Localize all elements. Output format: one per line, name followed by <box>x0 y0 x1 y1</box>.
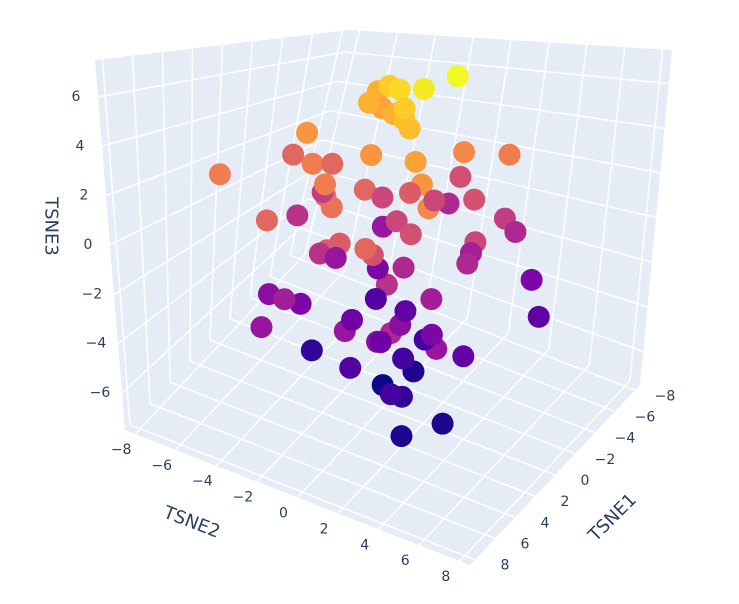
z-tick-label: 6 <box>72 89 81 105</box>
grid-line <box>101 80 338 148</box>
grid-line <box>105 109 331 197</box>
point <box>339 356 362 379</box>
point <box>456 252 479 275</box>
grid-line <box>249 296 596 434</box>
point <box>527 305 550 328</box>
point <box>452 345 475 368</box>
point <box>300 339 323 362</box>
point <box>360 143 383 166</box>
point <box>420 323 443 346</box>
point <box>371 186 394 209</box>
point <box>353 178 376 201</box>
point <box>321 152 344 175</box>
point <box>498 143 521 166</box>
point <box>423 189 446 212</box>
x-tick-label: 2 <box>561 494 570 510</box>
point <box>392 347 415 370</box>
point <box>390 425 413 448</box>
grid-line <box>121 227 302 394</box>
point <box>364 287 387 310</box>
point <box>388 78 411 101</box>
x-axis-title: TSNE1 <box>584 489 641 546</box>
point <box>446 65 469 88</box>
z-tick-label: −2 <box>82 286 103 302</box>
x-tick-label: −6 <box>635 409 656 425</box>
z-axis-title: TSNE3 <box>41 196 62 256</box>
point <box>296 121 319 144</box>
point <box>399 223 422 246</box>
point <box>273 288 296 311</box>
point <box>453 141 476 164</box>
point <box>379 383 402 406</box>
point <box>420 288 443 311</box>
point <box>282 143 305 166</box>
y-axis-title: TSNE2 <box>160 502 223 543</box>
point <box>404 150 427 173</box>
point <box>463 188 486 211</box>
point <box>286 204 309 227</box>
point <box>341 308 364 331</box>
x-tick-label: 6 <box>521 537 530 553</box>
y-tick-label: −2 <box>233 490 254 506</box>
point <box>431 412 454 435</box>
point <box>369 331 392 354</box>
grid-line <box>169 381 516 519</box>
grid-line <box>209 339 556 476</box>
x-tick-label: 0 <box>581 473 590 489</box>
y-tick-label: −6 <box>151 458 172 474</box>
point <box>412 77 435 100</box>
y-tick-label: −4 <box>192 474 213 490</box>
y-tick-label: 6 <box>401 553 410 569</box>
grid-line <box>129 424 476 561</box>
x-tick-label: 4 <box>541 515 550 531</box>
point <box>449 165 472 188</box>
point <box>358 91 381 114</box>
y-tick-label: −8 <box>111 442 132 458</box>
x-tick-label: −8 <box>655 388 676 404</box>
grid-line <box>189 360 536 497</box>
z-tick-label: −4 <box>86 336 107 352</box>
y-tick-label: 0 <box>279 506 288 522</box>
y-tick-label: 2 <box>320 521 329 537</box>
x-tick-label: −2 <box>595 452 616 468</box>
points <box>208 65 550 448</box>
point <box>255 209 278 232</box>
point <box>394 300 417 323</box>
grid-line <box>149 402 496 540</box>
point <box>392 256 415 279</box>
point <box>208 163 231 186</box>
point <box>399 181 422 204</box>
grid-line <box>289 254 636 391</box>
grid-line <box>113 168 316 295</box>
grid-line <box>344 51 669 85</box>
z-tick-label: 4 <box>76 138 85 154</box>
y-tick-label: 8 <box>441 569 450 585</box>
point <box>314 173 337 196</box>
z-tick-label: 2 <box>80 188 89 204</box>
grid-line <box>97 51 345 98</box>
point <box>324 246 347 269</box>
x-tick-label: −4 <box>615 431 636 447</box>
point <box>250 316 273 339</box>
y-tick-label: 4 <box>360 537 369 553</box>
point <box>393 97 416 120</box>
z-tick-label: −6 <box>90 385 111 401</box>
point <box>520 268 543 291</box>
grid-line <box>329 109 661 174</box>
point <box>301 152 324 175</box>
z-tick-label: 0 <box>84 237 93 253</box>
point <box>385 210 408 233</box>
point <box>354 237 377 260</box>
point <box>504 220 527 243</box>
x-tick-label: 8 <box>501 558 510 574</box>
